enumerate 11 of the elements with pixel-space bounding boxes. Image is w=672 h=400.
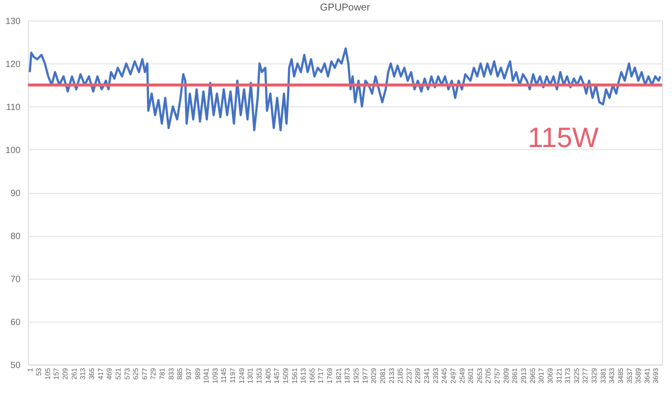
y-tick-label: 110 xyxy=(6,102,20,112)
y-tick-label: 50 xyxy=(10,360,20,370)
chart-title: GPUPower xyxy=(320,2,371,14)
y-tick-label: 90 xyxy=(10,188,20,198)
y-tick-label: 60 xyxy=(10,316,20,327)
y-tick-label: 130 xyxy=(5,16,20,26)
y-tick-label: 100 xyxy=(5,144,20,155)
y-tick-label: 120 xyxy=(5,59,20,69)
ref-line-label: 115W xyxy=(528,122,600,153)
y-tick-label: 80 xyxy=(10,230,20,241)
y-tick-label: 70 xyxy=(10,274,20,284)
